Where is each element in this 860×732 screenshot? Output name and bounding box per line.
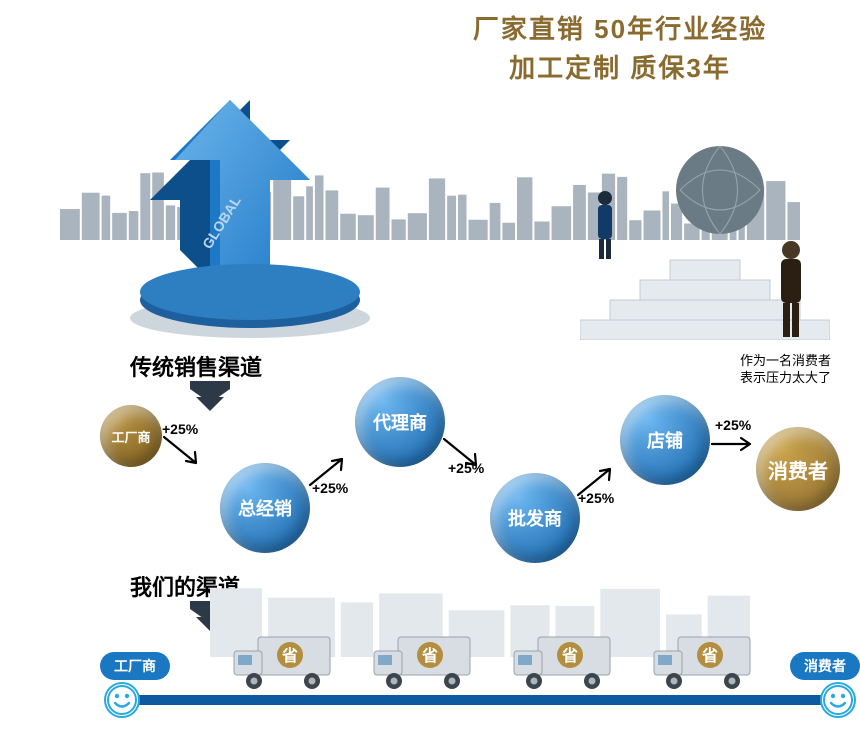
markup-label-0: +25% [162,421,198,437]
smile-start [104,682,140,718]
business-base [120,230,380,340]
person-1 [590,190,620,260]
channel-node-1: 总经销 [220,463,310,553]
channel-node-5: 消费者 [756,427,840,511]
start-pill-label: 工厂商 [114,656,156,676]
delivery-truck-2: 省 [510,631,620,691]
svg-text:省: 省 [561,646,578,665]
end-pill: 消费者 [790,652,860,680]
down-arrow-icon [190,381,230,411]
headline-line-1: 厂家直销 50年行业经验 [400,10,840,49]
person-2 [772,240,810,340]
consumer-note-1: 作为一名消费者 [740,353,831,370]
channel-node-3: 批发商 [490,473,580,563]
end-pill-label: 消费者 [804,656,846,676]
traditional-channel: 传统销售渠道 作为一名消费者 表示压力太大了 工厂商总经销代理商批发商店铺消费者… [100,355,860,575]
delivery-truck-3: 省 [650,631,760,691]
delivery-truck-0: 省 [230,631,340,691]
flow-arrow-0 [162,433,212,467]
markup-label-1: +25% [312,480,348,496]
traditional-title: 传统销售渠道 [130,350,262,382]
start-pill: 工厂商 [100,652,170,680]
consumer-note: 作为一名消费者 表示压力太大了 [740,353,831,387]
smile-end [820,682,856,718]
smile-icon [823,685,853,715]
smile-icon [107,685,137,715]
channel-node-2: 代理商 [355,377,445,467]
our-channel: 我们的渠道 省 省 省 省 工厂商 消费者 [100,575,860,725]
hero-graphic: GLOBAL [0,80,860,340]
direct-bar [110,695,850,705]
svg-text:省: 省 [701,646,718,665]
channel-node-4: 店铺 [620,395,710,485]
markup-label-4: +25% [715,417,751,433]
consumer-note-2: 表示压力太大了 [740,370,831,387]
delivery-truck-1: 省 [370,631,480,691]
channel-node-0: 工厂商 [100,405,162,467]
globe-icon [670,140,770,240]
svg-text:省: 省 [421,646,438,665]
svg-text:省: 省 [281,646,298,665]
headline: 厂家直销 50年行业经验 加工定制 质保3年 [400,10,840,88]
markup-label-2: +25% [448,460,484,476]
markup-label-3: +25% [578,490,614,506]
